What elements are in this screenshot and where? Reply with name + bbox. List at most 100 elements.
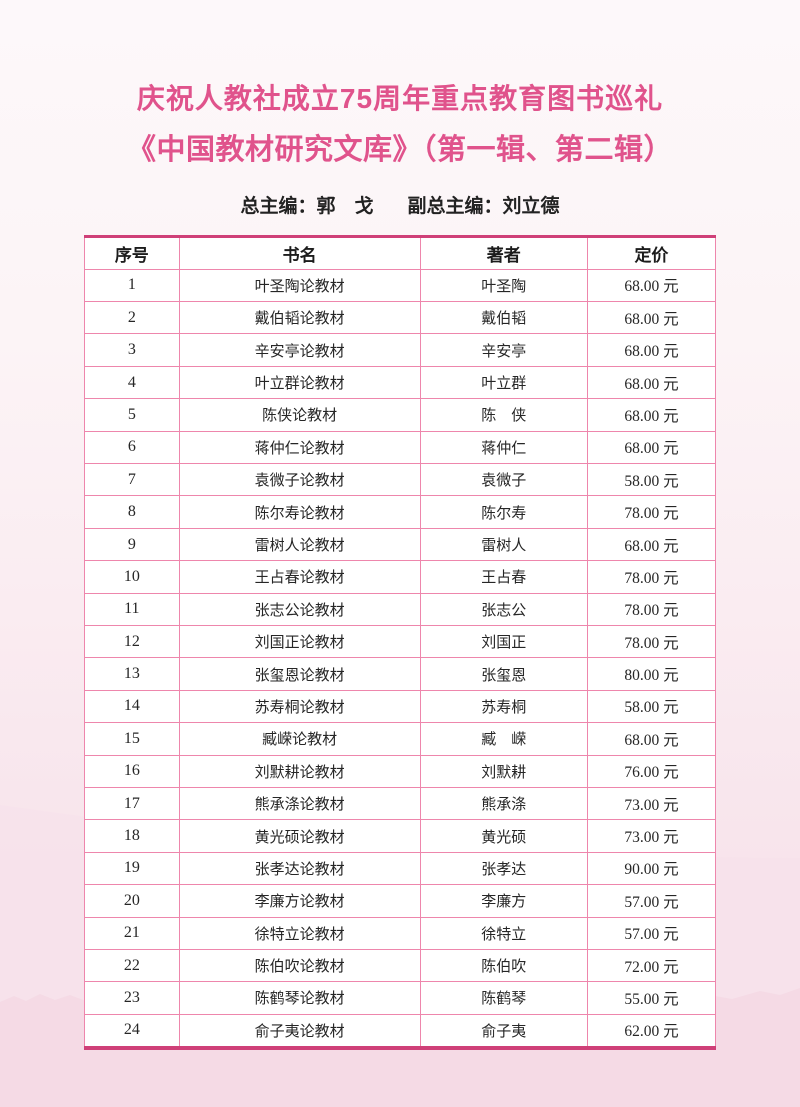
table-row: 5 陈侠论教材陈 侠 68.00 元 <box>84 398 717 432</box>
book-table-body: 1 叶圣陶论教材 叶圣陶 68.00 元 2 戴伯韬论教材 戴伯韬 68.00 元 3 辛安亭论教… <box>84 268 717 1049</box>
table-row: 10 王占春论教材 王占春 78.00 元 <box>84 560 717 594</box>
row-number: 21 <box>84 916 180 950</box>
row-number: 5 <box>84 398 180 432</box>
row-number: 17 <box>84 786 180 821</box>
book-title: 辛安亭论教材 <box>178 333 421 367</box>
book-title: 袁微子论教材 <box>178 463 421 497</box>
row-number: 12 <box>84 624 180 659</box>
price: 78.00 元 <box>586 495 717 529</box>
table-row: 8 陈尔寿论教材 陈尔寿 78.00 元 <box>84 495 717 529</box>
price: 68.00 元 <box>586 268 717 303</box>
row-number: 18 <box>84 819 180 853</box>
page-title: 庆祝人教社成立75周年重点教育图书巡礼 <box>136 83 664 114</box>
table-row: 2 戴伯韬论教材 戴伯韬 68.00 元 <box>84 301 717 335</box>
editor-deputy: 副总主编：刘立德 <box>407 195 560 217</box>
row-number: 9 <box>84 527 180 562</box>
row-number: 16 <box>84 754 180 788</box>
row-number: 2 <box>84 301 180 335</box>
table-row: 23 陈鹤琴论教材 陈鹤琴 55.00 元 <box>84 981 717 1015</box>
price: 68.00 元 <box>586 430 717 465</box>
book-title: 李廉方论教材 <box>178 884 421 918</box>
table-row: 12 刘国正论教材 刘国正 78.00 元 <box>84 624 717 659</box>
row-number: 15 <box>84 722 180 756</box>
author: 陈伯吹 <box>419 948 588 983</box>
author: 张志公 <box>419 592 588 626</box>
book-title: 苏寿桐论教材 <box>178 689 421 724</box>
book-title: 张玺恩论教材 <box>178 657 421 691</box>
price: 58.00 元 <box>586 463 717 497</box>
author: 陈尔寿 <box>419 495 588 529</box>
table-row: 11 张志公论教材 张志公 78.00 元 <box>84 592 717 626</box>
row-number: 8 <box>84 495 180 529</box>
book-title: 蒋仲仁论教材 <box>178 430 421 465</box>
book-title: 戴伯韬论教材 <box>178 301 421 335</box>
row-number: 13 <box>84 657 180 691</box>
book-title: 臧嵘论教材 <box>178 722 421 756</box>
author: 叶立群 <box>419 365 588 400</box>
row-number: 22 <box>84 948 180 983</box>
price: 55.00 元 <box>586 981 717 1015</box>
price: 78.00 元 <box>586 560 717 594</box>
author: 臧 嵘 <box>419 722 588 756</box>
row-number: 19 <box>84 851 180 886</box>
book-title: 黄光硕论教材 <box>178 819 421 853</box>
book-title: 徐特立论教材 <box>178 916 421 950</box>
price: 73.00 元 <box>586 786 717 821</box>
price: 68.00 元 <box>586 527 717 562</box>
author: 戴伯韬 <box>419 301 588 335</box>
price: 57.00 元 <box>586 884 717 918</box>
table-row: 9 雷树人论教材 雷树人 68.00 元 <box>84 527 717 562</box>
editor-chief: 总主编：郭 戈 <box>240 195 374 217</box>
price: 90.00 元 <box>586 851 717 886</box>
book-title: 张志公论教材 <box>178 592 421 626</box>
author: 苏寿桐 <box>419 689 588 724</box>
author: 陈 侠 <box>419 398 588 432</box>
row-number: 10 <box>84 560 180 594</box>
price: 76.00 元 <box>586 754 717 788</box>
book-title: 陈伯吹论教材 <box>178 948 421 983</box>
author: 熊承涤 <box>419 786 588 821</box>
book-title: 叶圣陶论教材 <box>178 268 421 303</box>
price: 58.00 元 <box>586 689 717 724</box>
table-row: 4 叶立群论教材 叶立群 68.00 元 <box>84 365 717 400</box>
author: 徐特立 <box>419 916 588 950</box>
table-row: 24 俞子夷论教材 俞子夷 62.00 元 <box>84 1013 717 1049</box>
author: 雷树人 <box>419 527 588 562</box>
table-row: 1 叶圣陶论教材 叶圣陶 68.00 元 <box>84 268 717 303</box>
row-number: 14 <box>84 689 180 724</box>
price: 73.00 元 <box>586 819 717 853</box>
author: 袁微子 <box>419 463 588 497</box>
book-title: 王占春论教材 <box>178 560 421 594</box>
column-header-price: 定价 <box>586 235 717 270</box>
table-row: 17 熊承涤论教材 熊承涤 73.00 元 <box>84 786 717 821</box>
price: 80.00 元 <box>586 657 717 691</box>
book-title: 雷树人论教材 <box>178 527 421 562</box>
price: 62.00 元 <box>586 1013 717 1049</box>
price: 78.00 元 <box>586 592 717 626</box>
row-number: 7 <box>84 463 180 497</box>
table-row: 20 李廉方论教材 李廉方 57.00 元 <box>84 884 717 918</box>
row-number: 11 <box>84 592 180 626</box>
author: 叶圣陶 <box>419 268 588 303</box>
table-row: 3 辛安亭论教材 辛安亭 68.00 元 <box>84 333 717 367</box>
author: 张孝达 <box>419 851 588 886</box>
price: 78.00 元 <box>586 624 717 659</box>
row-number: 4 <box>84 365 180 400</box>
price: 68.00 元 <box>586 722 717 756</box>
author: 蒋仲仁 <box>419 430 588 465</box>
page-subtitle: 《中国教材研究文库》（第一辑、第二辑） <box>126 133 673 166</box>
table-row: 18 黄光硕论教材 黄光硕 73.00 元 <box>84 819 717 853</box>
document-page: 庆祝人教社成立75周年重点教育图书巡礼 《中国教材研究文库》（第一辑、第二辑） … <box>84 83 717 1051</box>
row-number: 24 <box>84 1013 180 1049</box>
price: 57.00 元 <box>586 916 717 950</box>
price: 68.00 元 <box>586 398 717 432</box>
book-title: 俞子夷论教材 <box>178 1013 421 1049</box>
table-row: 6 蒋仲仁论教材 蒋仲仁 68.00 元 <box>84 430 717 465</box>
book-price-table: 序号 书名 著者 定价 1 叶圣陶论教材 叶圣陶 68.00 元 2 戴伯韬论教材 戴伯韬 68.0… <box>84 234 717 1051</box>
book-title: 陈鹤琴论教材 <box>178 981 421 1015</box>
author: 黄光硕 <box>419 819 588 853</box>
row-number: 23 <box>84 981 180 1015</box>
book-title: 张孝达论教材 <box>178 851 421 886</box>
author: 李廉方 <box>419 884 588 918</box>
author: 陈鹤琴 <box>419 981 588 1015</box>
